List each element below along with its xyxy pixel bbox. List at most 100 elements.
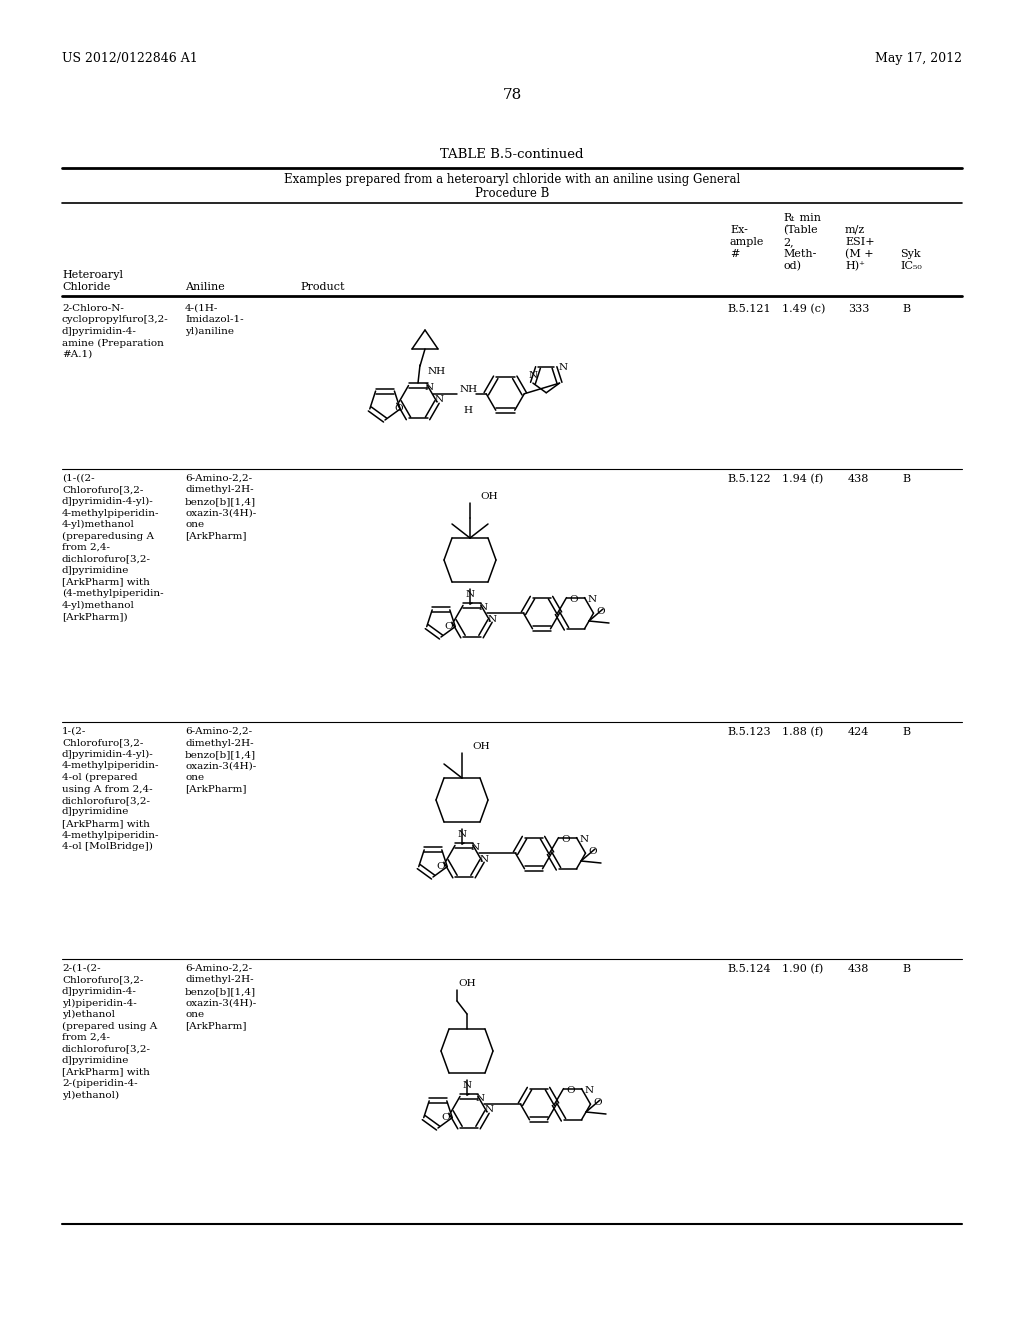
Text: N: N xyxy=(588,595,597,605)
Text: Chlorofuro[3,2-: Chlorofuro[3,2- xyxy=(62,975,143,985)
Text: Syk: Syk xyxy=(900,249,921,259)
Text: yl)piperidin-4-: yl)piperidin-4- xyxy=(62,998,137,1007)
Text: Chlorofuro[3,2-: Chlorofuro[3,2- xyxy=(62,486,143,495)
Text: O: O xyxy=(561,836,570,843)
Text: 1.49 (c): 1.49 (c) xyxy=(782,304,825,314)
Text: 438: 438 xyxy=(848,474,869,484)
Text: N: N xyxy=(585,1086,594,1096)
Text: (4-methylpiperidin-: (4-methylpiperidin- xyxy=(62,589,164,598)
Text: (Table: (Table xyxy=(783,224,817,235)
Text: dichlorofuro[3,2-: dichlorofuro[3,2- xyxy=(62,1044,151,1053)
Text: O: O xyxy=(436,862,445,871)
Text: Examples prepared from a heteroaryl chloride with an aniline using General: Examples prepared from a heteroaryl chlo… xyxy=(284,173,740,186)
Text: amine (Preparation: amine (Preparation xyxy=(62,338,164,347)
Text: [ArkPharm]: [ArkPharm] xyxy=(185,784,247,793)
Text: Chloride: Chloride xyxy=(62,282,111,292)
Text: 4-methylpiperidin-: 4-methylpiperidin- xyxy=(62,830,160,840)
Text: od): od) xyxy=(783,261,801,272)
Text: N: N xyxy=(580,836,589,843)
Text: H)⁺: H)⁺ xyxy=(845,261,865,272)
Text: t: t xyxy=(791,215,795,223)
Text: 4-methylpiperidin-: 4-methylpiperidin- xyxy=(62,508,160,517)
Text: benzo[b][1,4]: benzo[b][1,4] xyxy=(185,750,256,759)
Text: 4-ol (prepared: 4-ol (prepared xyxy=(62,774,137,783)
Text: ample: ample xyxy=(730,238,764,247)
Text: TABLE B.5-continued: TABLE B.5-continued xyxy=(440,148,584,161)
Text: 6-Amino-2,2-: 6-Amino-2,2- xyxy=(185,727,252,737)
Text: using A from 2,4-: using A from 2,4- xyxy=(62,784,153,793)
Text: Aniline: Aniline xyxy=(185,282,224,292)
Text: Heteroaryl: Heteroaryl xyxy=(62,271,123,280)
Text: 333: 333 xyxy=(848,304,869,314)
Text: 4-yl)methanol: 4-yl)methanol xyxy=(62,601,135,610)
Text: oxazin-3(4H)-: oxazin-3(4H)- xyxy=(185,508,256,517)
Text: [ArkPharm]: [ArkPharm] xyxy=(185,532,247,540)
Text: (M +: (M + xyxy=(845,249,873,259)
Text: [ArkPharm] with: [ArkPharm] with xyxy=(62,578,150,586)
Text: 6-Amino-2,2-: 6-Amino-2,2- xyxy=(185,964,252,973)
Text: R: R xyxy=(783,213,792,223)
Text: O: O xyxy=(569,595,579,605)
Text: yl)aniline: yl)aniline xyxy=(185,327,234,337)
Text: [ArkPharm] with: [ArkPharm] with xyxy=(62,818,150,828)
Text: (prepared using A: (prepared using A xyxy=(62,1022,158,1031)
Text: (preparedusing A: (preparedusing A xyxy=(62,532,154,541)
Text: ESI+: ESI+ xyxy=(845,238,874,247)
Text: #: # xyxy=(730,249,739,259)
Text: N: N xyxy=(475,1094,484,1104)
Text: Meth-: Meth- xyxy=(783,249,816,259)
Text: benzo[b][1,4]: benzo[b][1,4] xyxy=(185,498,256,506)
Text: dichlorofuro[3,2-: dichlorofuro[3,2- xyxy=(62,554,151,564)
Text: from 2,4-: from 2,4- xyxy=(62,543,110,552)
Text: OH: OH xyxy=(458,979,475,987)
Text: #A.1): #A.1) xyxy=(62,350,92,359)
Text: N: N xyxy=(487,615,497,623)
Text: one: one xyxy=(185,520,204,529)
Text: N: N xyxy=(484,1106,494,1114)
Text: 4-(1H-: 4-(1H- xyxy=(185,304,218,313)
Text: B.5.124: B.5.124 xyxy=(727,964,771,974)
Text: O: O xyxy=(589,846,597,855)
Text: 78: 78 xyxy=(503,88,521,102)
Text: B.5.123: B.5.123 xyxy=(727,727,771,737)
Text: N: N xyxy=(479,854,488,863)
Text: N: N xyxy=(425,383,434,392)
Text: H: H xyxy=(464,405,473,414)
Text: Product: Product xyxy=(300,282,344,292)
Text: 4-yl)methanol: 4-yl)methanol xyxy=(62,520,135,529)
Text: N: N xyxy=(463,1081,472,1090)
Text: [ArkPharm]: [ArkPharm] xyxy=(185,1022,247,1031)
Text: Chlorofuro[3,2-: Chlorofuro[3,2- xyxy=(62,738,143,747)
Text: N: N xyxy=(466,590,474,599)
Text: IC₅₀: IC₅₀ xyxy=(900,261,922,271)
Text: benzo[b][1,4]: benzo[b][1,4] xyxy=(185,987,256,997)
Text: d]pyrimidin-4-: d]pyrimidin-4- xyxy=(62,987,137,997)
Text: N: N xyxy=(478,603,487,612)
Text: O: O xyxy=(444,622,454,631)
Text: B.5.122: B.5.122 xyxy=(727,474,771,484)
Text: US 2012/0122846 A1: US 2012/0122846 A1 xyxy=(62,51,198,65)
Text: N: N xyxy=(458,830,467,840)
Text: d]pyrimidin-4-yl)-: d]pyrimidin-4-yl)- xyxy=(62,498,154,506)
Text: O: O xyxy=(394,404,402,413)
Text: 2,: 2, xyxy=(783,238,794,247)
Text: 2-(1-(2-: 2-(1-(2- xyxy=(62,964,100,973)
Text: Imidazol-1-: Imidazol-1- xyxy=(185,315,244,325)
Text: B: B xyxy=(902,304,910,314)
Text: d]pyrimidine: d]pyrimidine xyxy=(62,566,129,576)
Text: O: O xyxy=(566,1086,575,1096)
Text: B.5.121: B.5.121 xyxy=(727,304,771,314)
Text: [ArkPharm]): [ArkPharm]) xyxy=(62,612,128,620)
Text: 4-methylpiperidin-: 4-methylpiperidin- xyxy=(62,762,160,771)
Text: O: O xyxy=(441,1113,451,1122)
Text: dichlorofuro[3,2-: dichlorofuro[3,2- xyxy=(62,796,151,805)
Text: yl)ethanol): yl)ethanol) xyxy=(62,1090,119,1100)
Text: dimethyl-2H-: dimethyl-2H- xyxy=(185,975,254,985)
Text: N: N xyxy=(470,843,479,851)
Text: NH: NH xyxy=(428,367,446,376)
Text: N: N xyxy=(528,371,538,380)
Text: OH: OH xyxy=(472,742,489,751)
Text: dimethyl-2H-: dimethyl-2H- xyxy=(185,486,254,495)
Text: d]pyrimidine: d]pyrimidine xyxy=(62,808,129,817)
Text: (1-((2-: (1-((2- xyxy=(62,474,94,483)
